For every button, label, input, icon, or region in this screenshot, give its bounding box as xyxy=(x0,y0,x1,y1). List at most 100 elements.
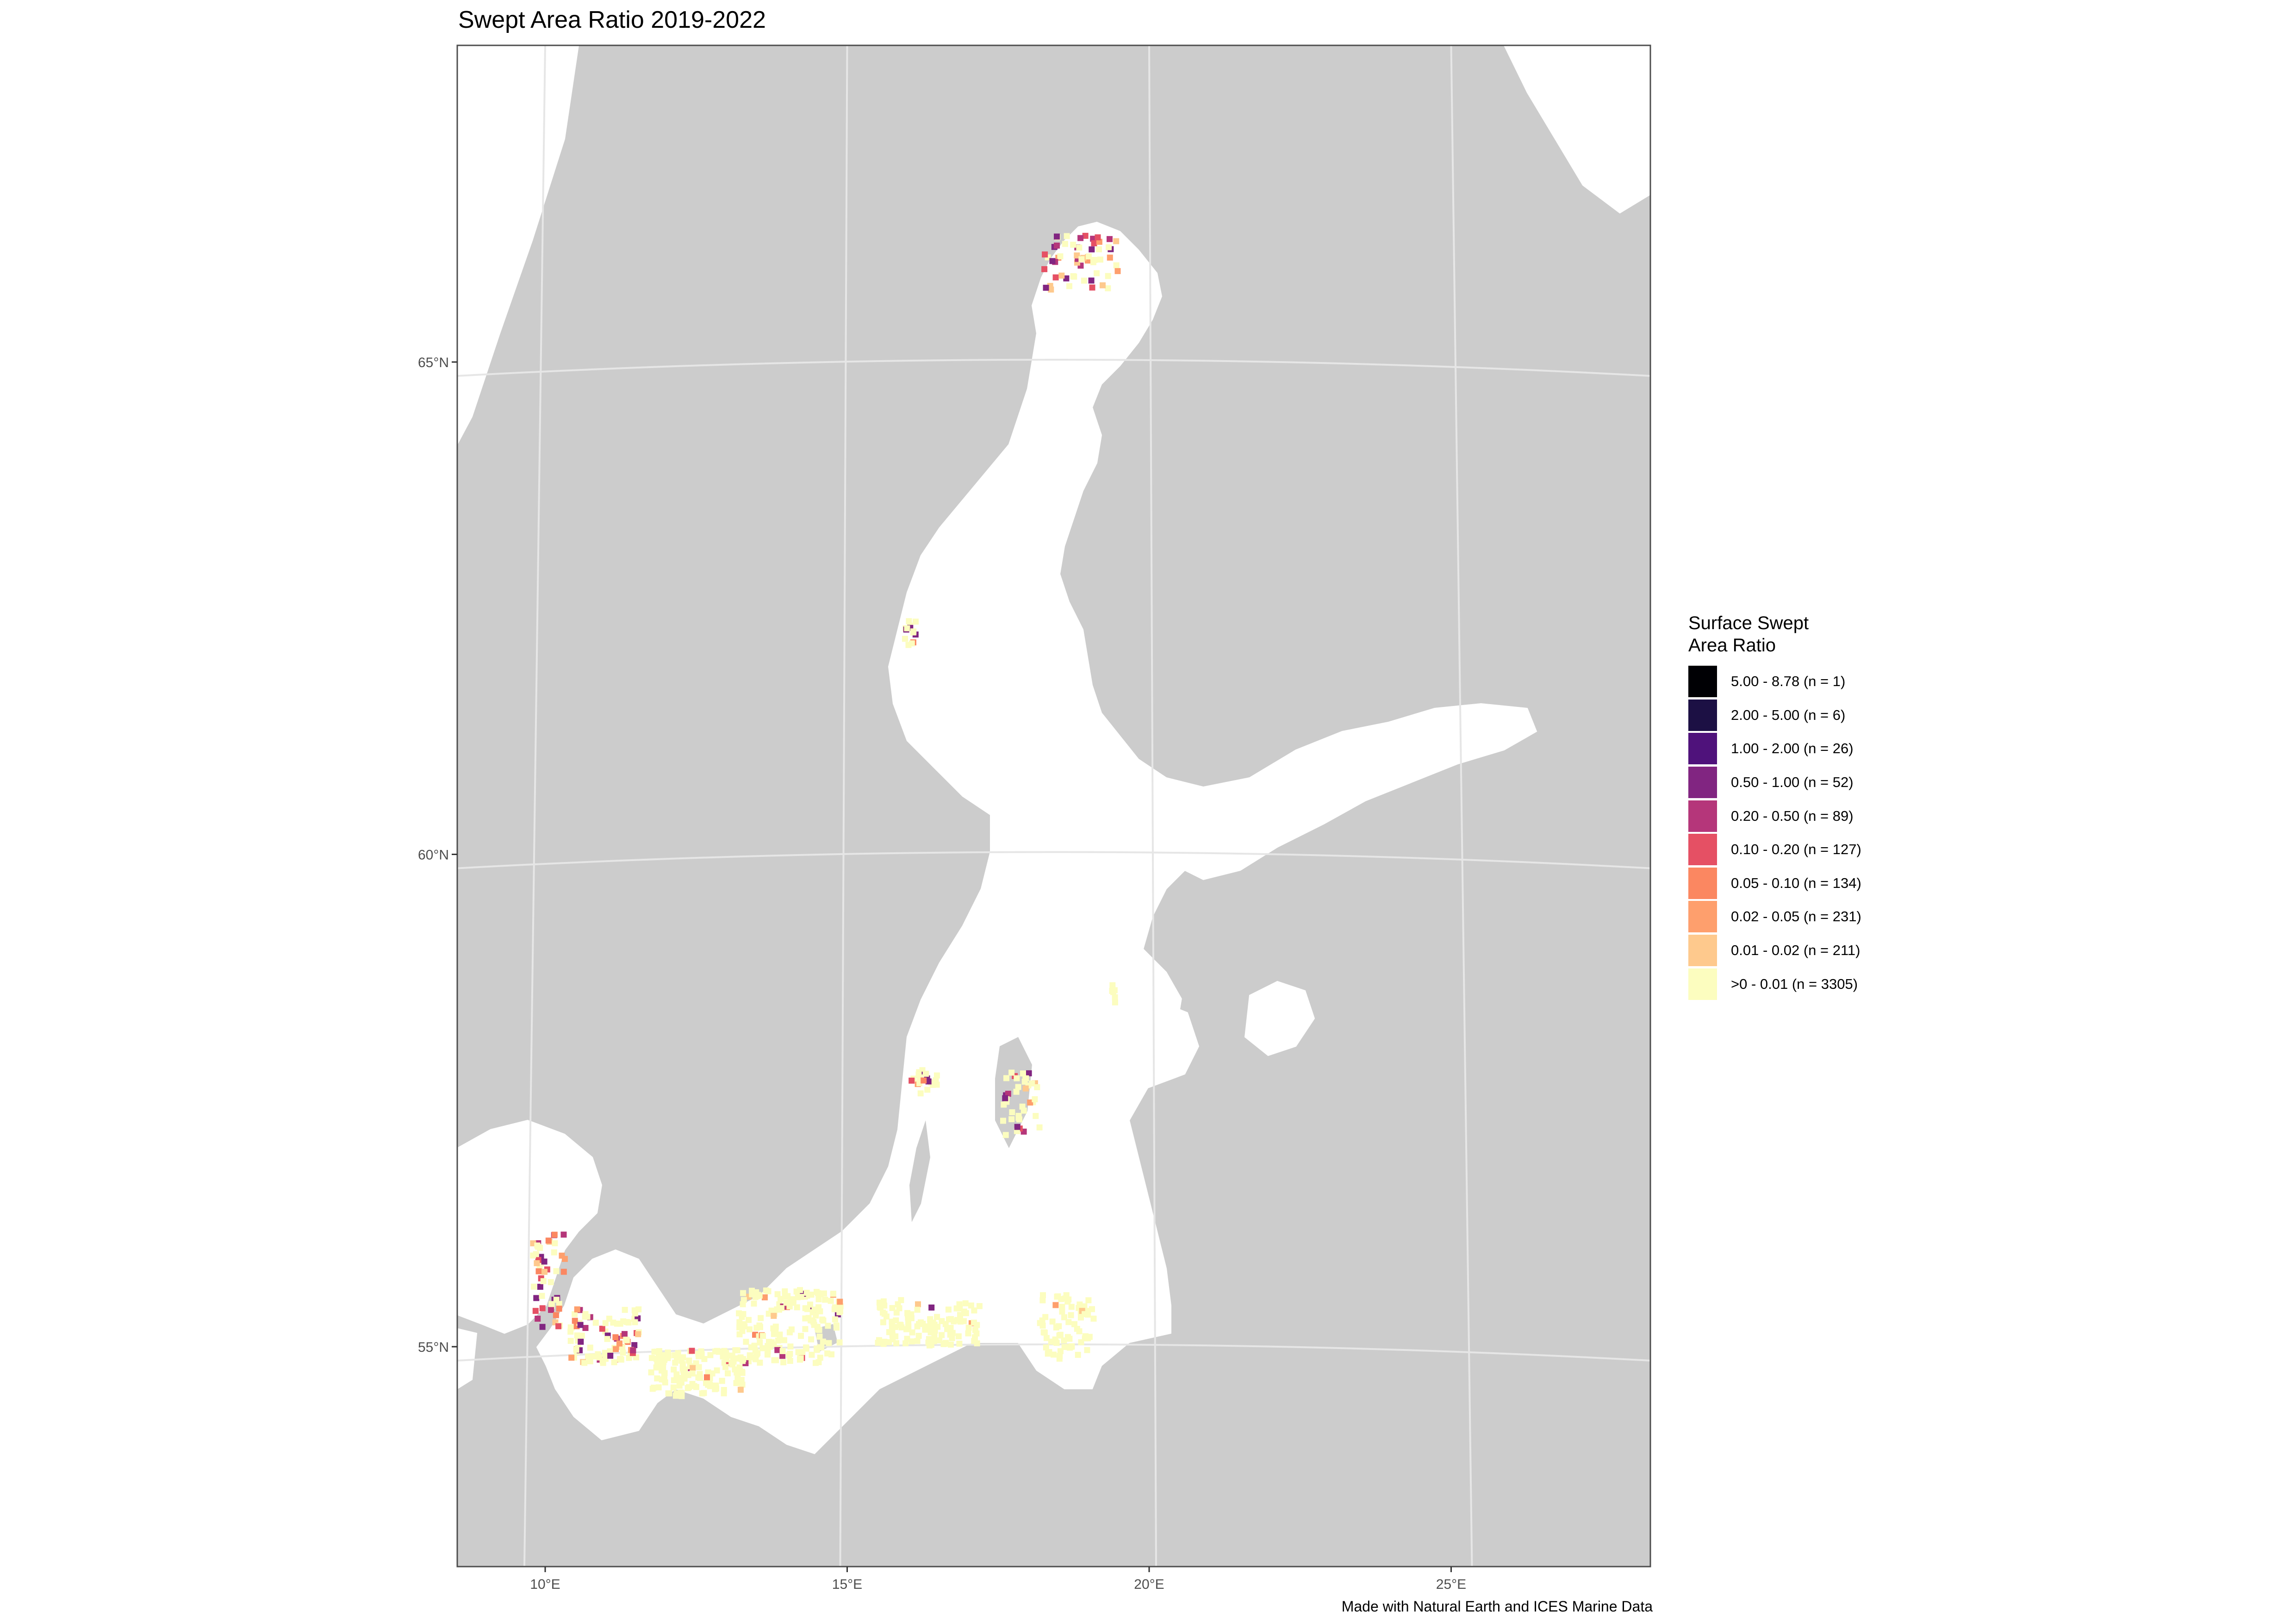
swept-cell xyxy=(926,1336,932,1343)
legend-key-swatch xyxy=(1688,699,1717,731)
swept-cell xyxy=(913,618,919,625)
swept-cell xyxy=(1067,1344,1073,1351)
swept-cell xyxy=(1054,243,1060,249)
swept-cell xyxy=(684,1385,691,1391)
swept-cell xyxy=(915,1071,922,1078)
swept-cell xyxy=(632,1319,638,1325)
swept-cell xyxy=(624,1319,630,1325)
swept-cell xyxy=(1045,1349,1052,1356)
swept-cell xyxy=(604,1336,610,1342)
y-tick-label: 65°N xyxy=(418,355,449,370)
swept-cell xyxy=(1034,1084,1040,1090)
legend-item: 1.00 - 2.00 (n = 26) xyxy=(1688,732,1861,766)
swept-cell xyxy=(787,1358,793,1364)
swept-cell xyxy=(553,1297,560,1303)
swept-cell xyxy=(880,1341,887,1347)
swept-cell xyxy=(965,1330,971,1337)
swept-cell xyxy=(898,1297,904,1303)
swept-cell xyxy=(678,1357,684,1364)
x-tick-label: 25°E xyxy=(1436,1577,1466,1592)
swept-cell xyxy=(925,1078,932,1085)
swept-cell xyxy=(648,1355,655,1361)
swept-cell xyxy=(552,1240,558,1247)
swept-cell xyxy=(1076,244,1083,251)
swept-cell xyxy=(773,1357,779,1363)
swept-cell xyxy=(757,1360,763,1366)
swept-cell xyxy=(699,1390,705,1397)
swept-cell xyxy=(904,1310,911,1316)
swept-cell xyxy=(620,1349,626,1356)
swept-cell xyxy=(1043,285,1049,291)
swept-cell xyxy=(689,1370,696,1377)
legend-key-swatch xyxy=(1688,767,1717,799)
legend-item-label: 1.00 - 2.00 (n = 26) xyxy=(1731,740,1854,757)
swept-cell xyxy=(758,1315,764,1321)
swept-cell xyxy=(686,1357,692,1364)
swept-cell xyxy=(548,1301,555,1307)
swept-cell xyxy=(1041,266,1048,272)
swept-cell xyxy=(623,1337,629,1343)
swept-cell xyxy=(1057,1331,1064,1338)
swept-cell xyxy=(1086,1334,1093,1340)
swept-cell xyxy=(1078,256,1085,262)
swept-cell xyxy=(1033,1113,1039,1119)
swept-cell xyxy=(965,1324,972,1331)
swept-cell xyxy=(548,1307,554,1313)
swept-cell xyxy=(592,1319,599,1326)
swept-cell xyxy=(560,1268,567,1275)
swept-cell xyxy=(714,1367,720,1374)
swept-cell xyxy=(614,1320,620,1327)
swept-cell xyxy=(825,1323,831,1329)
legend-item-label: 0.10 - 0.20 (n = 127) xyxy=(1731,841,1861,858)
legend-title: Surface Swept Area Ratio xyxy=(1688,613,1809,656)
swept-cell xyxy=(947,1341,954,1348)
swept-cell xyxy=(1032,1096,1038,1102)
swept-cell xyxy=(897,1322,904,1329)
swept-cell xyxy=(1085,1297,1092,1304)
swept-cell xyxy=(630,1347,636,1354)
swept-cell xyxy=(802,1305,809,1312)
swept-cell xyxy=(616,1340,622,1347)
graticule-parallel xyxy=(457,359,1650,377)
swept-cell xyxy=(736,1324,743,1330)
swept-cell xyxy=(759,1345,766,1351)
swept-cell xyxy=(698,1348,704,1355)
swept-cell xyxy=(541,1258,548,1265)
swept-cell xyxy=(602,1320,609,1326)
swept-cell xyxy=(722,1364,729,1370)
sea-area xyxy=(1244,981,1315,1056)
swept-cell xyxy=(820,1338,826,1345)
plot-title: Swept Area Ratio 2019-2022 xyxy=(458,6,766,33)
swept-cell xyxy=(1097,256,1103,263)
swept-cell xyxy=(932,1327,938,1334)
swept-cell xyxy=(551,1231,558,1238)
swept-cell xyxy=(1089,1306,1095,1312)
swept-cell xyxy=(795,1294,801,1300)
swept-cell xyxy=(574,1332,580,1339)
swept-cell xyxy=(1074,1325,1080,1332)
swept-cell xyxy=(728,1360,735,1366)
y-tick-label: 55°N xyxy=(418,1340,449,1355)
swept-cell xyxy=(736,1331,743,1337)
legend-item: 0.50 - 1.00 (n = 52) xyxy=(1688,766,1861,800)
swept-cell xyxy=(972,1327,978,1333)
swept-cell xyxy=(622,1306,628,1313)
swept-cell xyxy=(1026,1070,1032,1076)
swept-cell xyxy=(1091,257,1098,263)
swept-cell xyxy=(905,1314,911,1321)
swept-cell xyxy=(1082,1311,1088,1318)
swept-cell xyxy=(921,1077,927,1084)
swept-cell xyxy=(917,1090,924,1097)
swept-cell xyxy=(922,1326,928,1333)
swept-cell xyxy=(548,1279,554,1286)
swept-cell xyxy=(1042,251,1048,258)
swept-cell xyxy=(1112,994,1118,1000)
swept-cell xyxy=(539,1324,546,1330)
swept-cell xyxy=(602,1349,608,1356)
swept-cell xyxy=(797,1287,803,1293)
swept-cell xyxy=(1022,1085,1029,1092)
swept-cell xyxy=(1027,1099,1033,1106)
swept-cell xyxy=(761,1294,768,1300)
swept-cell xyxy=(968,1302,974,1309)
swept-cell xyxy=(740,1311,747,1317)
